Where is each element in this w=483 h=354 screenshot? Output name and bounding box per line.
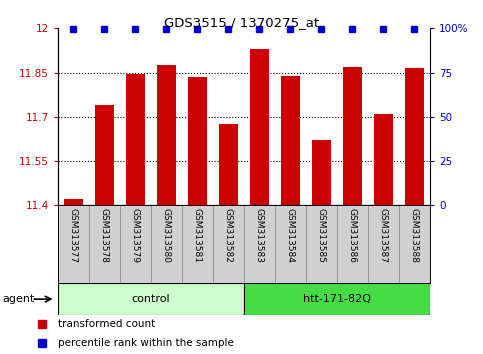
- Bar: [306, 205, 337, 283]
- Text: GDS3515 / 1370275_at: GDS3515 / 1370275_at: [164, 16, 319, 29]
- Text: GSM313588: GSM313588: [410, 208, 419, 263]
- Text: GSM313585: GSM313585: [317, 208, 326, 263]
- Bar: [182, 205, 213, 283]
- Text: GSM313577: GSM313577: [69, 208, 78, 263]
- Text: GSM313582: GSM313582: [224, 208, 233, 263]
- Bar: [244, 205, 275, 283]
- Bar: [312, 141, 331, 205]
- Bar: [64, 199, 83, 205]
- Bar: [374, 114, 393, 205]
- Bar: [219, 124, 238, 205]
- Text: GSM313581: GSM313581: [193, 208, 202, 263]
- Bar: [126, 74, 145, 205]
- Text: htt-171-82Q: htt-171-82Q: [303, 294, 371, 304]
- Bar: [213, 205, 244, 283]
- Bar: [157, 65, 176, 205]
- Text: agent: agent: [2, 294, 35, 304]
- Bar: [58, 205, 89, 283]
- Bar: [244, 283, 430, 315]
- Bar: [368, 205, 399, 283]
- Text: GSM313580: GSM313580: [162, 208, 171, 263]
- Bar: [58, 283, 244, 315]
- Text: GSM313578: GSM313578: [100, 208, 109, 263]
- Text: percentile rank within the sample: percentile rank within the sample: [57, 338, 233, 348]
- Bar: [250, 49, 269, 205]
- Text: control: control: [132, 294, 170, 304]
- Bar: [151, 205, 182, 283]
- Text: transformed count: transformed count: [57, 319, 155, 329]
- Bar: [95, 105, 114, 205]
- Bar: [399, 205, 430, 283]
- Bar: [188, 77, 207, 205]
- Bar: [275, 205, 306, 283]
- Bar: [405, 68, 424, 205]
- Bar: [281, 75, 300, 205]
- Bar: [343, 67, 362, 205]
- Text: GSM313584: GSM313584: [286, 208, 295, 263]
- Bar: [89, 205, 120, 283]
- Text: GSM313587: GSM313587: [379, 208, 388, 263]
- Text: GSM313579: GSM313579: [131, 208, 140, 263]
- Text: GSM313586: GSM313586: [348, 208, 357, 263]
- Bar: [120, 205, 151, 283]
- Text: GSM313583: GSM313583: [255, 208, 264, 263]
- Bar: [337, 205, 368, 283]
